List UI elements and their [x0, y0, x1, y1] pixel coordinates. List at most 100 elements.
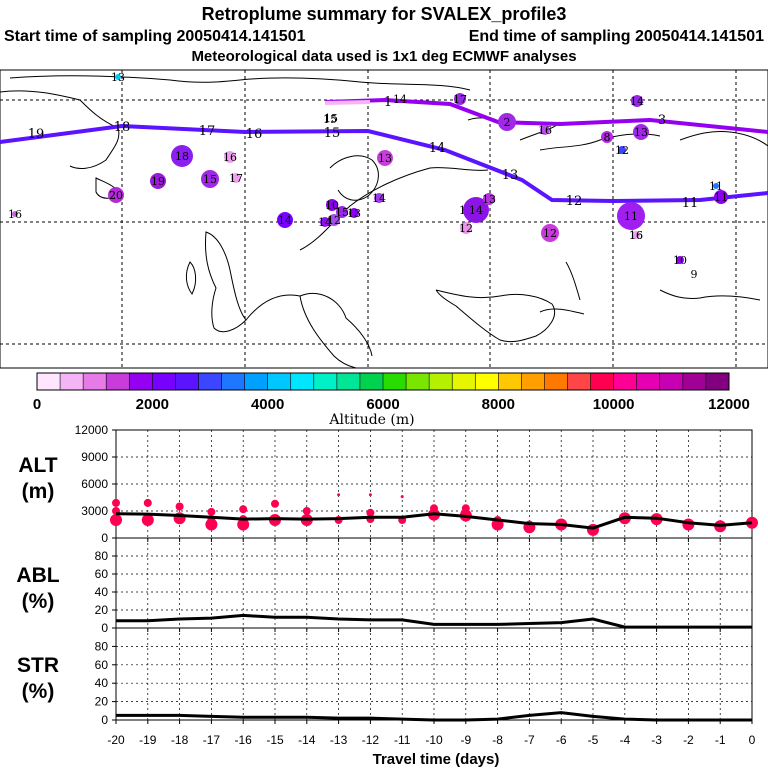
panel-unit-str: (%) [22, 680, 55, 703]
traj-label: 16 [246, 127, 263, 142]
colorbar-tick-label: 12000 [708, 396, 750, 413]
cluster-dot-label: 14 [278, 214, 292, 227]
cluster-dot-label: 13 [482, 193, 496, 206]
cluster-dot: 9 [691, 268, 698, 281]
cluster-dot-label: 16 [223, 151, 237, 164]
map-frame [0, 69, 768, 369]
colorbar-swatch [383, 373, 407, 390]
colorbar-swatch [521, 373, 545, 390]
colorbar-tick-label: 8000 [482, 396, 515, 413]
y-tick-label: 9000 [81, 450, 108, 464]
alt-cluster-marker [110, 514, 122, 526]
cluster-dot: 17 [453, 93, 467, 106]
x-tick-label: -13 [330, 733, 348, 747]
cluster-dot: 16 [629, 229, 643, 242]
cluster-dot-label: 14 [372, 192, 386, 205]
series-line-abl [116, 613, 752, 629]
colorbar-swatch [267, 373, 292, 390]
alt-cluster-marker [271, 499, 279, 508]
cluster-dot-label: 15 [323, 113, 337, 126]
cluster-dot: 15 [323, 113, 337, 126]
x-tick-label: -2 [683, 733, 694, 747]
traj-label: 12 [566, 194, 583, 209]
colorbar-swatch [221, 373, 246, 390]
y-tick-label: 3000 [81, 504, 108, 518]
colorbar-tick-label: 6000 [366, 396, 399, 413]
x-tick-label: -9 [460, 733, 471, 747]
colorbar-title: Altitude (m) [328, 412, 414, 428]
x-tick-label: -6 [556, 733, 567, 747]
colorbar-swatch [336, 373, 361, 390]
alt-cluster-marker [366, 508, 375, 517]
alt-cluster-marker [143, 498, 152, 507]
cluster-dot-label: 12 [615, 144, 629, 157]
traj-label: 15 [324, 112, 338, 125]
colorbar-swatch [175, 373, 199, 390]
cluster-dot-label: 15 [335, 206, 349, 219]
panel-abl: 80 60 40 20 0 ABL (%) [16, 537, 753, 635]
cluster-dot: 11 [709, 180, 723, 193]
cluster-dot: 16 [223, 151, 237, 164]
x-tick-label: -12 [362, 733, 380, 747]
cluster-dot: 13 [111, 71, 125, 84]
y-tick-label: 80 [95, 549, 109, 563]
colorbar-swatch [544, 373, 569, 390]
cluster-dot: 8 [601, 131, 613, 144]
cluster-dot: 20 [108, 187, 124, 203]
cluster-dot-label: 20 [109, 189, 123, 202]
panel-alt: 12000 9000 6000 3000 0 ALT (m) [18, 423, 758, 545]
panel-label-str: STR [17, 654, 59, 677]
x-tick-label: -16 [235, 733, 253, 747]
colorbar-swatch [590, 373, 615, 390]
colorbar-swatch [129, 373, 153, 390]
colorbar-swatch [313, 373, 338, 390]
cluster-dot-label: 13 [634, 126, 648, 139]
cluster-dot: 13 [347, 207, 361, 220]
y-tick-label: 0 [101, 713, 108, 727]
series-line-alt [115, 512, 753, 530]
panel-unit-abl: (%) [22, 590, 55, 613]
cluster-dot-label: 8 [604, 131, 611, 144]
cluster-dot-label: 14 [318, 216, 332, 229]
end-time-text: End time of sampling 20050414.141501 [469, 28, 764, 45]
cluster-dot: 2 [498, 113, 516, 131]
colorbar-swatch [613, 373, 638, 390]
trajectory-line-main [0, 123, 768, 204]
traj-label: 14 [393, 93, 407, 106]
colorbar-tick-label: 2000 [136, 396, 169, 413]
x-tick-label: -18 [171, 733, 189, 747]
y-tick-label: 40 [95, 676, 109, 690]
colorbar-swatch [290, 373, 315, 390]
cluster-dot: 16 [538, 124, 552, 137]
colorbar-swatch [567, 373, 592, 390]
cluster-dot: 13 [482, 193, 496, 206]
cluster-dot: 14 [630, 95, 644, 108]
cluster-dot-label: 13 [111, 71, 125, 84]
y-tick-label: 20 [95, 695, 109, 709]
x-tick-label: -4 [619, 733, 630, 747]
cluster-dot-label: 11 [709, 180, 723, 193]
cluster-dot: 12 [615, 144, 629, 157]
cluster-dot-label: 17 [453, 93, 467, 106]
traj-label: 18 [114, 120, 131, 135]
alt-cluster-marker [175, 502, 184, 511]
met-data-text: Meteorological data used is 1x1 deg ECMW… [191, 48, 576, 65]
colorbar-swatch [152, 373, 176, 390]
cluster-dot: 12 [459, 222, 473, 235]
y-tick-label: 60 [95, 567, 109, 581]
y-tick-label: 40 [95, 585, 109, 599]
cluster-dot-label: 9 [691, 268, 698, 281]
colorbar-swatch [705, 373, 730, 390]
colorbar-swatch [682, 373, 707, 390]
x-tick-label: -19 [139, 733, 157, 747]
alt-cluster-marker [400, 495, 404, 499]
x-axis-title: Travel time (days) [373, 751, 500, 768]
panel-unit-alt: (m) [22, 480, 55, 503]
alt-cluster-marker [207, 507, 216, 516]
cluster-dots: 1318192016151716101415131214131514121312… [8, 71, 728, 281]
cluster-dot-label: 16 [538, 124, 552, 137]
cluster-dot-label: 15 [203, 173, 217, 186]
y-tick-label: 6000 [81, 477, 108, 491]
x-tick-label: -1 [715, 733, 726, 747]
y-tick-label: 0 [101, 621, 108, 635]
